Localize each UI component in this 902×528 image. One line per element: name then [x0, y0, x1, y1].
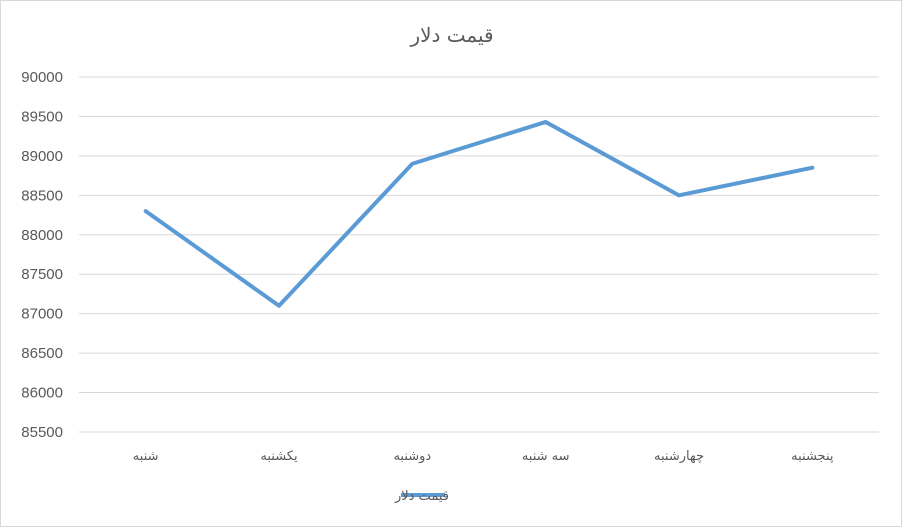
y-tick-label: 86000 [21, 385, 63, 402]
x-category-label: یکشنبه [260, 449, 298, 464]
y-tick-label: 88000 [21, 227, 63, 244]
y-tick-label: 87500 [21, 266, 63, 283]
y-tick-label: 85500 [21, 424, 63, 441]
x-category-label: دوشنبه [393, 449, 431, 464]
y-tick-label: 88500 [21, 187, 63, 204]
legend: قیمت دلار [394, 489, 449, 504]
x-category-label: چهارشنبه [654, 449, 704, 464]
y-tick-label: 90000 [21, 69, 63, 86]
y-tick-label: 87000 [21, 306, 63, 323]
x-category-label: پنجشنبه [791, 449, 834, 464]
chart-title: قیمت دلار [409, 23, 493, 47]
series-group [146, 122, 813, 306]
grid-lines [79, 77, 879, 432]
x-category-label: شنبه [133, 449, 159, 464]
y-tick-label: 89500 [21, 108, 63, 125]
series-line [146, 122, 813, 306]
y-tick-label: 86500 [21, 345, 63, 362]
x-category-label: سه شنبه [522, 449, 570, 464]
legend-label: قیمت دلار [394, 489, 449, 504]
y-tick-label: 89000 [21, 148, 63, 165]
x-axis-categories: شنبه یکشنبه دوشنبه سه شنبه چهارشنبه پنجشنبه [133, 449, 834, 464]
y-axis-ticks: 85500 86000 86500 87000 87500 88000 88500 89000… [21, 69, 63, 441]
